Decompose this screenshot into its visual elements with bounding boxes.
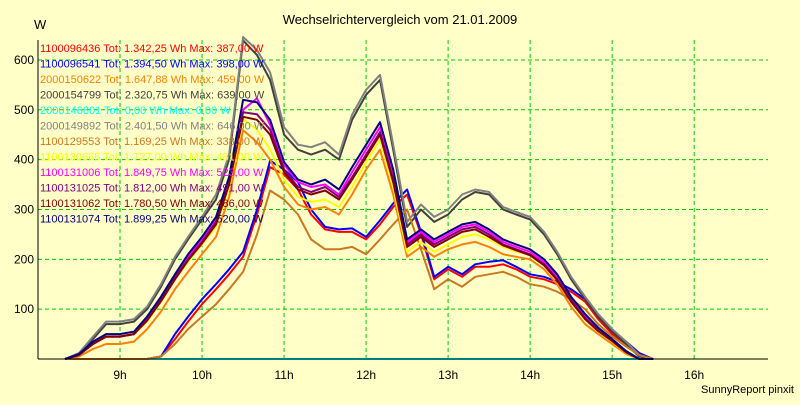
x-tick-label: 9h [113,368,126,382]
series-line-2000154799 [64,39,654,360]
x-tick-labels: 9h 10h 11h 12h 13h 14h 15h 16h [113,368,704,382]
y-tick-label: 600 [14,53,34,67]
series-line-1100129553 [65,189,654,360]
y-axis-label: W [34,17,47,32]
legend-entry: 1100130665 Tot: 1.727,00 Wh Max: 481,00 … [40,152,264,164]
legend-entry: 1100131074 Tot: 1.899,25 Wh Max: 520,00 … [40,214,264,226]
x-tick-label: 15h [602,368,622,382]
y-tick-label: 200 [14,252,34,266]
x-tick-label: 14h [520,368,540,382]
legend-entry: 2000146801 Tot: 0,00 Wh Max: 0,00 W [40,105,231,117]
legend-entry: 2000154799 Tot: 2.320,75 Wh Max: 639,00 … [40,90,265,102]
x-tick-label: 11h [274,368,293,382]
series-line-1100131074 [64,98,654,360]
y-tick-label: 500 [14,103,34,117]
y-tick-labels: 100 200 300 400 500 600 [14,53,34,316]
y-tick-label: 400 [14,153,34,167]
x-tick-label: 13h [438,368,458,382]
legend-entry: 1100129553 Tot: 1.169,25 Wh Max: 338,00 … [40,136,264,148]
x-tick-label: 10h [192,368,212,382]
footer-credit: SunnyReport pinxit [701,384,794,396]
series-line-2000149892 [64,36,654,360]
legend-entry: 1100096541 Tot: 1.394,50 Wh Max: 398,00 … [40,59,264,71]
legend: 1100096436 Tot: 1.342,25 Wh Max: 387,00 … [40,43,265,226]
series-line-1100096436 [65,166,654,360]
legend-entry: 1100096436 Tot: 1.342,25 Wh Max: 387,00 … [40,43,264,55]
chart-title: Wechselrichtervergleich vom 21.01.2009 [283,12,518,27]
series-line-1100131062 [64,115,654,360]
x-tick-label: 16h [684,368,704,382]
y-tick-label: 300 [14,202,34,216]
legend-entry: 2000150622 Tot: 1.647,88 Wh Max: 459,00 … [40,74,265,86]
legend-entry: 1100131025 Tot: 1.812,00 Wh Max: 491,00 … [40,183,264,195]
legend-entry: 1100131062 Tot: 1.780,50 Wh Max: 486,00 … [40,198,264,210]
y-tick-label: 100 [14,302,34,316]
series-layer [64,36,654,360]
x-tick-label: 12h [356,368,376,382]
legend-entry: 1100131006 Tot: 1.849,75 Wh Max: 523,00 … [40,167,264,179]
legend-entry: 2000149892 Tot: 2.401,50 Wh Max: 646,00 … [40,121,265,133]
axes [37,40,768,360]
series-line-2000150622 [64,129,654,360]
